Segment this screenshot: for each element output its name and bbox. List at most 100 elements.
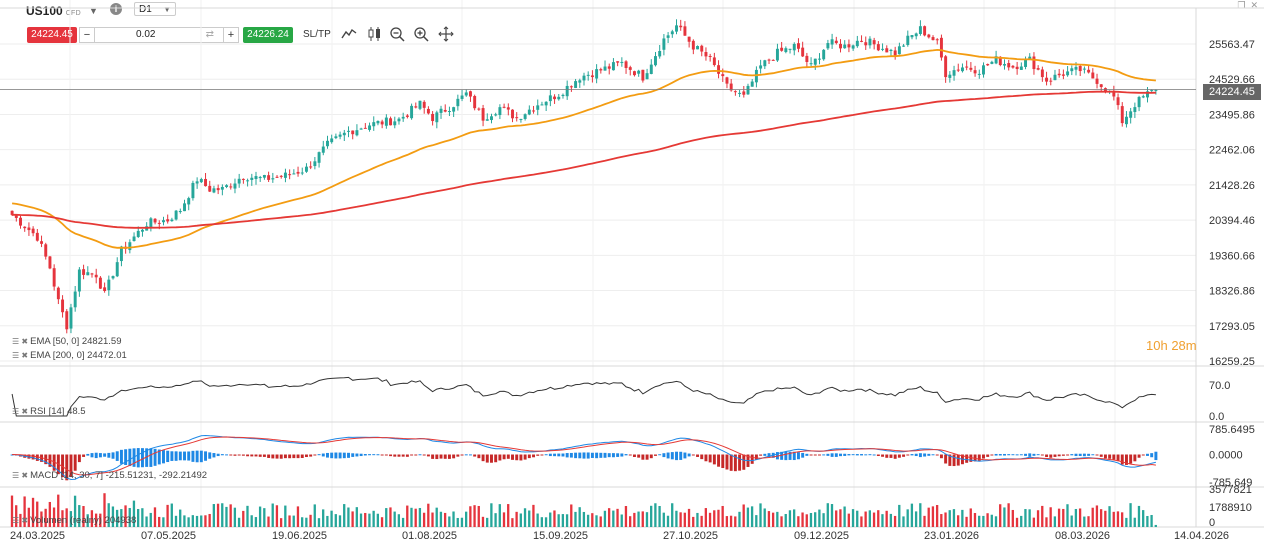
volume-bar	[578, 507, 581, 527]
info-icon[interactable]: i	[110, 3, 122, 15]
zoom-in-icon[interactable]	[413, 26, 429, 42]
candle-body	[435, 112, 439, 123]
buy-button[interactable]: 24226.24	[243, 27, 293, 43]
volume-bar	[1146, 515, 1149, 527]
volume-bar	[380, 517, 384, 527]
candle-body	[481, 108, 485, 121]
line-chart-icon[interactable]	[341, 26, 357, 42]
restore-icon[interactable]: ❐	[1237, 0, 1246, 10]
candle-body	[1095, 78, 1099, 84]
candle-body	[662, 38, 666, 50]
volume-bar	[1091, 507, 1094, 527]
candle-body	[1036, 68, 1040, 70]
candle-body	[56, 287, 60, 300]
indicator-settings-icon[interactable]: ☰ ✖	[12, 407, 29, 416]
volume-bar	[57, 494, 60, 527]
candle-body	[384, 117, 388, 126]
ema50-text: EMA [50, 0] 24821.59	[30, 336, 122, 347]
macd-histogram-bar	[700, 454, 704, 460]
volume-bar	[565, 514, 569, 527]
macd-histogram-bar	[334, 452, 338, 459]
sltp-button[interactable]: SL/TP	[303, 29, 331, 40]
macd-histogram-bar	[380, 454, 384, 456]
volume-bar	[498, 504, 501, 527]
volume-bar	[410, 507, 413, 527]
volume-bar	[456, 517, 459, 527]
macd-histogram-bar	[839, 453, 842, 457]
candle-body	[830, 39, 834, 45]
candle-body	[1091, 72, 1095, 79]
volume-bar	[267, 516, 270, 527]
sell-button[interactable]: 24224.45	[27, 27, 77, 43]
candle-body	[935, 39, 939, 41]
crosshair-move-icon[interactable]	[438, 26, 454, 42]
candle-body	[65, 311, 69, 330]
volume-bar	[536, 513, 539, 527]
macd-tick-label: -785.649	[1209, 477, 1252, 489]
volume-bar	[746, 507, 750, 527]
candle-body	[1087, 69, 1091, 73]
close-icon[interactable]: ✕	[1250, 0, 1258, 10]
volume-decrease-button[interactable]: −	[79, 27, 95, 43]
volume-input[interactable]: 0.02 ⇄	[95, 27, 223, 43]
macd-histogram-bar	[780, 451, 784, 460]
macd-histogram-bar	[220, 454, 224, 456]
macd-histogram-bar	[351, 453, 355, 457]
macd-histogram-bar	[670, 452, 674, 460]
symbol-dropdown-icon[interactable]: ▼	[89, 6, 98, 16]
volume-bar	[1078, 508, 1082, 527]
macd-histogram-bar	[111, 452, 115, 459]
candle-body	[763, 60, 767, 67]
macd-histogram-bar	[313, 454, 317, 456]
candle-body	[805, 55, 809, 62]
volume-bar	[650, 505, 653, 527]
candle-body	[128, 242, 132, 251]
timeframe-select[interactable]: D1 ▼	[134, 2, 176, 16]
macd-histogram-bar	[822, 454, 826, 456]
timer-minutes: 28m	[1171, 338, 1197, 353]
swap-icon[interactable]: ⇄	[205, 29, 214, 40]
macd-histogram-bar	[918, 453, 922, 458]
indicator-settings-icon[interactable]: ☰ ✖	[12, 516, 29, 525]
volume-bar	[1129, 503, 1132, 527]
candle-body	[1057, 73, 1061, 76]
volume-bar	[914, 511, 918, 527]
zoom-out-icon[interactable]	[389, 26, 405, 42]
macd-histogram-bar	[443, 454, 447, 459]
macd-histogram-bar	[893, 454, 897, 459]
candle-body	[44, 244, 48, 257]
macd-histogram-bar	[834, 453, 838, 457]
candlestick-icon[interactable]	[367, 26, 383, 42]
macd-histogram-bar	[296, 454, 300, 459]
macd-histogram-bar	[1007, 454, 1011, 456]
macd-histogram-bar	[330, 452, 334, 459]
candle-body	[948, 74, 952, 78]
candle-body	[565, 85, 569, 97]
volume-bar	[343, 504, 346, 527]
volume-bar	[406, 505, 409, 527]
indicator-settings-icon[interactable]: ☰ ✖	[12, 351, 29, 360]
candle-body	[1007, 63, 1011, 68]
macd-histogram-bar	[784, 451, 788, 461]
volume-bar	[868, 510, 871, 527]
macd-histogram-bar	[279, 454, 283, 459]
macd-histogram-bar	[1053, 454, 1057, 457]
indicator-settings-icon[interactable]: ☰ ✖	[12, 337, 29, 346]
macd-histogram-bar	[944, 454, 948, 464]
macd-histogram-bar	[818, 454, 821, 456]
candle-body	[767, 59, 771, 61]
volume-bar	[507, 504, 510, 527]
candle-body	[889, 49, 893, 51]
macd-histogram-bar	[82, 454, 86, 457]
macd-histogram-bar	[502, 454, 506, 460]
indicator-settings-icon[interactable]: ☰ ✖	[12, 471, 29, 480]
candle-body	[414, 106, 418, 108]
candle-body	[422, 101, 426, 108]
candle-body	[363, 127, 367, 129]
candle-body	[246, 180, 250, 182]
volume-increase-button[interactable]: +	[223, 27, 239, 43]
volume-bar	[835, 510, 838, 527]
candle-body	[355, 130, 359, 136]
candle-body	[679, 25, 683, 28]
